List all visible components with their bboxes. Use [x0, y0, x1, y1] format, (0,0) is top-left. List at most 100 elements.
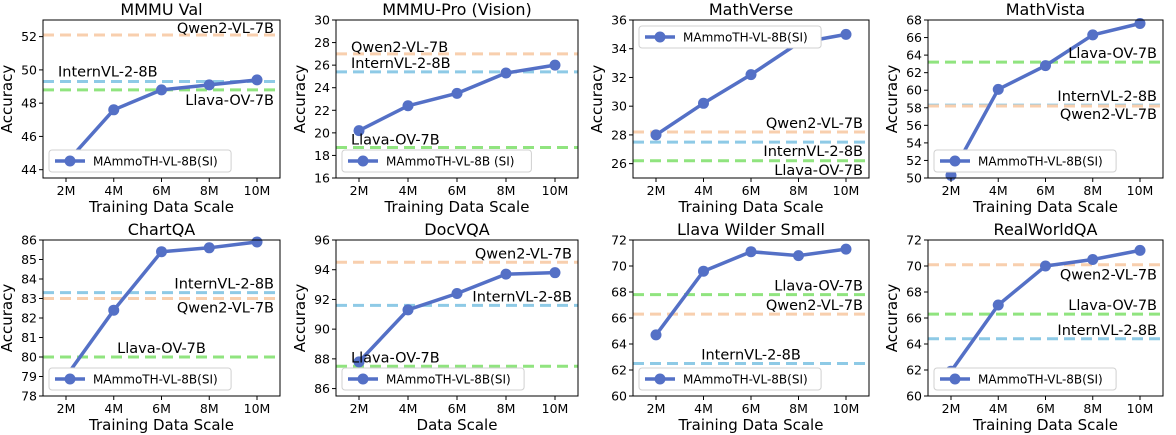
legend-marker [357, 373, 369, 385]
x-tick-label: 4M [694, 401, 713, 416]
y-tick-label: 92 [314, 292, 330, 307]
x-tick-label: 10M [833, 401, 860, 416]
chart-5: InternVL-2-8B Qwen2-VL-7B Llava-OV-7B 78 79 8… [0, 220, 281, 434]
data-point [650, 329, 662, 341]
data-point [402, 304, 414, 316]
data-point [451, 287, 463, 299]
y-tick-label: 86 [21, 233, 37, 248]
ref-label: Llava-OV-7B [1068, 298, 1157, 314]
legend-box [341, 367, 525, 391]
legend-marker [949, 155, 961, 167]
y-tick-label: 54 [906, 135, 922, 150]
ref-label: Qwen2-VL-7B [1060, 107, 1157, 123]
x-tick-label: 2M [350, 401, 369, 416]
ref-label: InternVL-2-8B [701, 348, 801, 364]
legend-marker [357, 155, 369, 167]
x-tick-label: 6M [152, 183, 171, 198]
legend-marker [654, 31, 666, 43]
y-tick-label: 48 [21, 96, 37, 111]
x-axis-label: Training Data Scale [678, 198, 824, 216]
y-tick-label: 60 [906, 389, 922, 404]
ref-label: Qwen2-VL-7B [177, 301, 274, 317]
x-tick-label: 6M [742, 401, 761, 416]
ref-label: InternVL-2-8B [58, 65, 158, 81]
data-point [698, 265, 709, 277]
x-tick-label: 10M [1127, 401, 1154, 416]
ref-label: InternVL-2-8B [1057, 323, 1157, 339]
legend-label: MAmmoTH-VL-8B(SI) [978, 373, 1103, 387]
y-tick-label: 94 [314, 262, 330, 277]
x-axis-label: Training Data Scale [88, 416, 234, 434]
x-tick-label: 6M [742, 183, 761, 198]
y-tick-label: 44 [21, 162, 37, 177]
legend-label: MAmmoTH-VL-8B(SI) [683, 373, 808, 387]
y-tick-label: 32 [611, 70, 627, 85]
x-axis-label: Training Data Scale [972, 198, 1118, 216]
x-tick-label: 2M [350, 183, 369, 198]
legend-box [48, 367, 232, 391]
series-line [357, 270, 556, 364]
ref-label: Llava-OV-7B [117, 341, 206, 357]
legend: MAmmoTH-VL-8B(SI) [933, 367, 1117, 391]
legend-marker [64, 373, 76, 385]
y-tick-label: 72 [611, 233, 627, 248]
legend-box [638, 25, 822, 49]
y-tick-label: 52 [21, 29, 37, 44]
legend-marker [949, 373, 961, 385]
legend-label: MAmmoTH-VL-8B(SI) [93, 373, 218, 387]
x-tick-label: 10M [244, 401, 271, 416]
y-tick-label: 60 [906, 83, 922, 98]
y-tick-label: 96 [314, 233, 330, 248]
x-tick-label: 4M [104, 183, 123, 198]
y-tick-label: 66 [611, 311, 627, 326]
x-tick-label: 4M [399, 401, 418, 416]
legend: MAmmoTH-VL-8B(SI) [638, 367, 822, 391]
y-tick-label: 26 [611, 156, 627, 171]
ref-label: Llava-OV-7B [185, 93, 274, 109]
x-tick-label: 4M [989, 183, 1008, 198]
data-point [1040, 260, 1051, 272]
y-tick-label: 80 [21, 350, 37, 365]
x-tick-label: 2M [57, 183, 76, 198]
y-tick-label: 60 [611, 389, 627, 404]
data-point [745, 69, 757, 81]
y-tick-label: 72 [906, 233, 922, 248]
y-tick-label: 68 [906, 285, 922, 300]
y-tick-label: 58 [906, 100, 922, 115]
chart-title: RealWorldQA [994, 220, 1098, 239]
x-tick-label: 6M [448, 183, 467, 198]
legend-box [933, 367, 1117, 391]
data-point [992, 299, 1004, 311]
legend: MAmmoTH-VL-8B(SI) [48, 367, 232, 391]
x-axis-label: Data Scale [417, 416, 498, 434]
data-point [500, 268, 512, 280]
y-tick-label: 64 [906, 48, 922, 63]
x-tick-label: 10M [542, 401, 569, 416]
data-point [840, 243, 852, 255]
x-tick-label: 2M [942, 183, 961, 198]
data-point [1087, 29, 1099, 41]
y-axis-label: Accuracy [588, 65, 606, 134]
data-point [549, 59, 561, 71]
x-tick-label: 8M [200, 401, 219, 416]
legend-marker [654, 373, 666, 385]
ref-label: Llava-OV-7B [774, 163, 863, 179]
data-point [251, 74, 263, 86]
y-tick-label: 86 [314, 381, 330, 396]
data-point [108, 304, 120, 316]
y-tick-label: 24 [314, 80, 330, 95]
data-point [353, 125, 365, 137]
x-axis-label: Training Data Scale [678, 416, 824, 434]
y-tick-label: 66 [906, 311, 922, 326]
y-tick-label: 68 [906, 13, 922, 28]
x-tick-label: 8M [497, 183, 516, 198]
data-point [1087, 254, 1099, 265]
y-tick-label: 82 [21, 311, 37, 326]
data-point [1134, 18, 1146, 30]
data-point [500, 67, 512, 79]
data-point [156, 84, 167, 96]
chart-title: DocVQA [424, 220, 489, 239]
data-point [1134, 244, 1146, 256]
x-tick-label: 2M [647, 183, 666, 198]
